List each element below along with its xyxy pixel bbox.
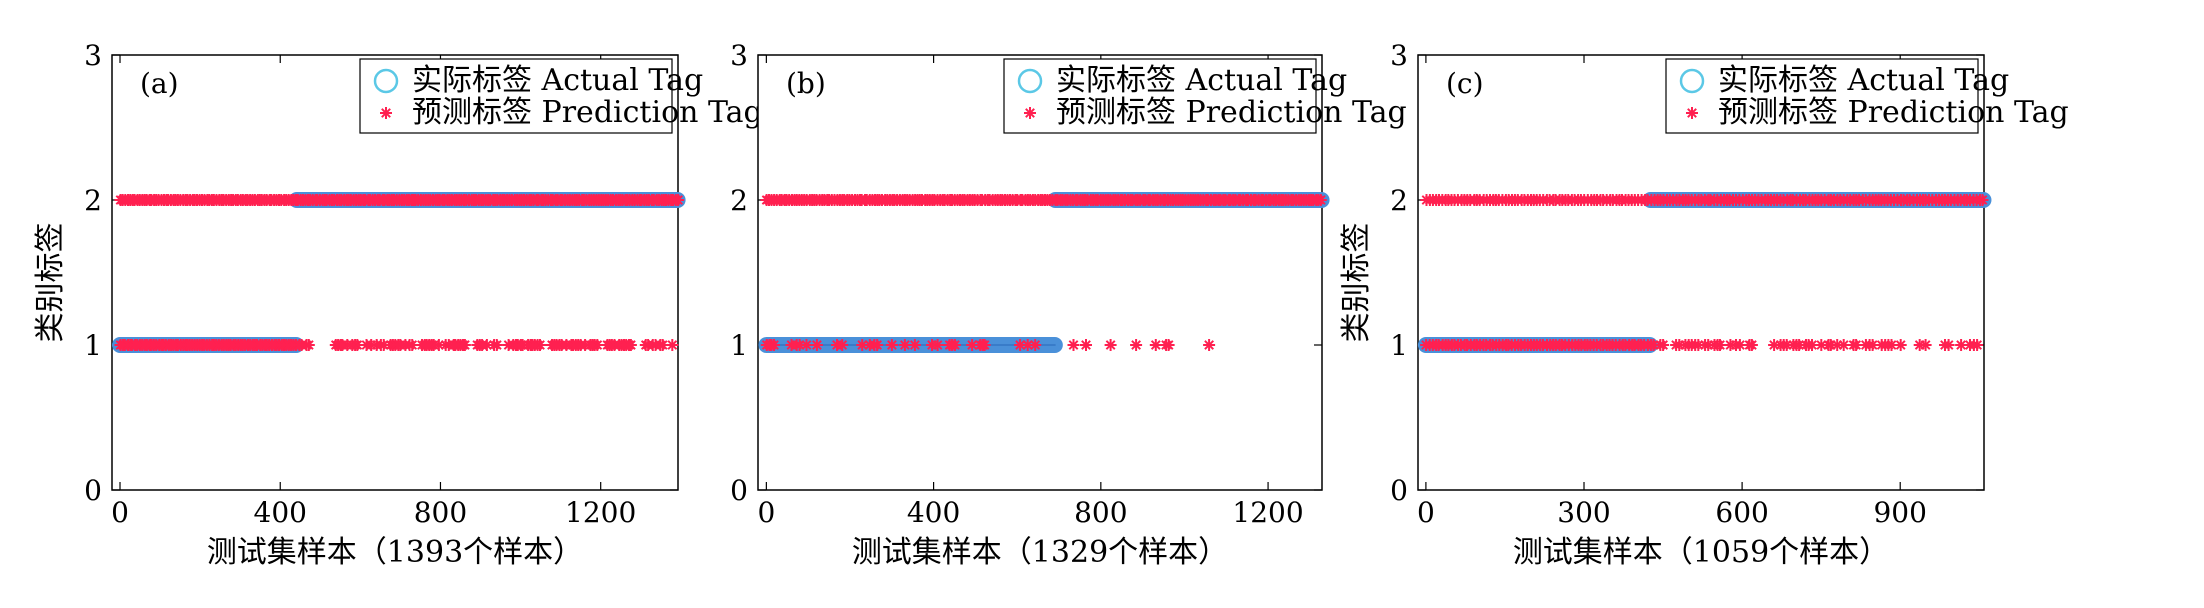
x-axis-label: 测试集样本（1059个样本） (1513, 535, 1889, 570)
legend-entry-prediction: 预测标签 Prediction Tag (1056, 95, 1407, 130)
prediction-point (1894, 339, 1907, 351)
prediction-point (1130, 339, 1143, 351)
y-tick-label: 0 (730, 474, 748, 507)
prediction-point (1942, 339, 1955, 351)
x-tick-label: 600 (1715, 496, 1768, 529)
legend-entry-actual: 实际标签 Actual Tag (412, 63, 703, 98)
prediction-point (351, 339, 364, 351)
prediction-point (458, 339, 471, 351)
prediction-point (302, 339, 315, 351)
y-axis-label: 类别标签 (1339, 223, 1374, 343)
prediction-point (672, 194, 685, 206)
y-tick-label: 2 (1390, 184, 1408, 217)
legend-asterisk-icon (1686, 107, 1698, 119)
prediction-point (1657, 339, 1670, 351)
x-tick-label: 0 (1417, 496, 1435, 529)
legend-asterisk-icon (1024, 107, 1036, 119)
x-tick-label: 800 (414, 496, 467, 529)
data-marks (112, 192, 686, 353)
chart-panel-a: 0 1 2 3 0 400 800 1200 测试集样本（1393个样本） 类别标签 (a) 实际标签… (33, 39, 763, 570)
y-tick-label: 1 (1390, 329, 1408, 362)
legend-asterisk-icon (380, 107, 392, 119)
legend-entry-actual: 实际标签 Actual Tag (1718, 63, 2009, 98)
y-tick-label: 1 (84, 329, 102, 362)
prediction-point (1203, 339, 1216, 351)
panel-label: (b) (786, 67, 826, 100)
y-tick-label: 1 (730, 329, 748, 362)
x-tick-label: 400 (254, 496, 307, 529)
x-tick-label: 1200 (565, 496, 636, 529)
legend-entry-prediction: 预测标签 Prediction Tag (412, 95, 763, 130)
prediction-point (1080, 339, 1092, 351)
y-tick-label: 3 (1390, 39, 1408, 72)
prediction-point (1745, 339, 1758, 351)
data-marks (758, 192, 1330, 353)
panel-label: (c) (1446, 67, 1484, 100)
x-axis-label: 测试集样本（1329个样本） (852, 535, 1228, 570)
prediction-point (1149, 339, 1162, 351)
prediction-point (490, 339, 503, 351)
prediction-point (1976, 194, 1989, 206)
x-axis-label: 测试集样本（1393个样本） (207, 535, 583, 570)
legend-entry-prediction: 预测标签 Prediction Tag (1718, 95, 2069, 130)
x-tick-label: 1200 (1232, 496, 1303, 529)
y-tick-label: 3 (84, 39, 102, 72)
prediction-point (1162, 339, 1175, 351)
prediction-point (1714, 339, 1726, 351)
prediction-point (1971, 339, 1984, 351)
prediction-point (666, 339, 679, 351)
prediction-point (1104, 339, 1117, 351)
panel-label: (a) (140, 67, 179, 100)
prediction-point (1029, 339, 1042, 351)
prediction-point (656, 339, 669, 351)
x-tick-label: 400 (907, 496, 960, 529)
prediction-point (1067, 339, 1080, 351)
prediction-point (534, 339, 546, 351)
legend-circle-icon (373, 68, 399, 94)
prediction-point (591, 339, 604, 351)
prediction-point (624, 339, 637, 351)
y-tick-label: 0 (84, 474, 102, 507)
x-tick-label: 300 (1557, 496, 1610, 529)
y-axis-label: 类别标签 (33, 223, 68, 343)
x-tick-label: 0 (111, 496, 129, 529)
prediction-point (1919, 339, 1932, 351)
y-tick-label: 2 (730, 184, 748, 217)
x-tick-label: 0 (757, 496, 775, 529)
x-tick-label: 800 (1074, 496, 1127, 529)
y-tick-label: 2 (84, 184, 102, 217)
chart-panel-c: 0 1 2 3 0 300 600 900 测试集样本（1059个样本） 类别标签 (c) 实际标签 … (1339, 39, 2069, 570)
y-tick-label: 3 (730, 39, 748, 72)
legend-box (359, 58, 673, 134)
x-tick-label: 900 (1873, 496, 1926, 529)
prediction-point (1314, 194, 1327, 206)
legend-entry-actual: 实际标签 Actual Tag (1056, 63, 1347, 98)
y-tick-label: 0 (1390, 474, 1408, 507)
